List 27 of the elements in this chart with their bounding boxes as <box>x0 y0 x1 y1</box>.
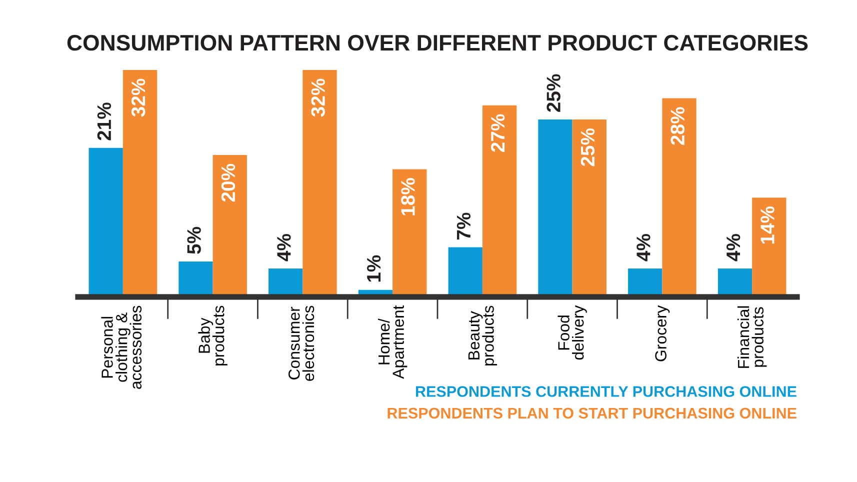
x-tick-label: Personal clothing & accessories <box>101 306 142 389</box>
x-tick-label: Food delivery <box>558 305 587 360</box>
data-label: 25% <box>546 74 560 112</box>
data-label: 1% <box>366 255 381 282</box>
data-label: 4% <box>277 234 291 262</box>
x-tick-label: Beauty products <box>468 306 498 366</box>
x-tick-label: Grocery <box>655 305 670 362</box>
data-label: 4% <box>726 234 740 262</box>
data-label: 32% <box>131 78 146 117</box>
data-label: 25% <box>580 128 595 166</box>
data-label: 32% <box>311 78 326 117</box>
data-label: 7% <box>456 212 471 240</box>
x-tick-label: Financial products <box>737 306 767 368</box>
text: RESPONDENTS CURRENTLY PURCHASING ONLINE <box>416 386 796 397</box>
x-tick-label: Baby products <box>198 306 228 366</box>
data-label: 4% <box>636 234 650 262</box>
data-label: 27% <box>490 114 505 152</box>
data-label: 28% <box>670 107 684 145</box>
x-tick-label: Home/ Apartment <box>378 305 408 379</box>
data-label: 20% <box>221 164 236 202</box>
data-label: 18% <box>401 178 415 216</box>
chart-title: CONSUMPTION PATTERN OVER DIFFERENT PRODUCT CATEGORIES <box>67 34 808 51</box>
data-label: 5% <box>187 226 201 254</box>
text: RESPONDENTS PLAN TO START PURCHASING ONLINE <box>388 408 796 419</box>
data-label: 14% <box>760 206 774 244</box>
data-label: 21% <box>97 102 112 140</box>
x-tick-label: Consumer electronics <box>288 306 314 381</box>
